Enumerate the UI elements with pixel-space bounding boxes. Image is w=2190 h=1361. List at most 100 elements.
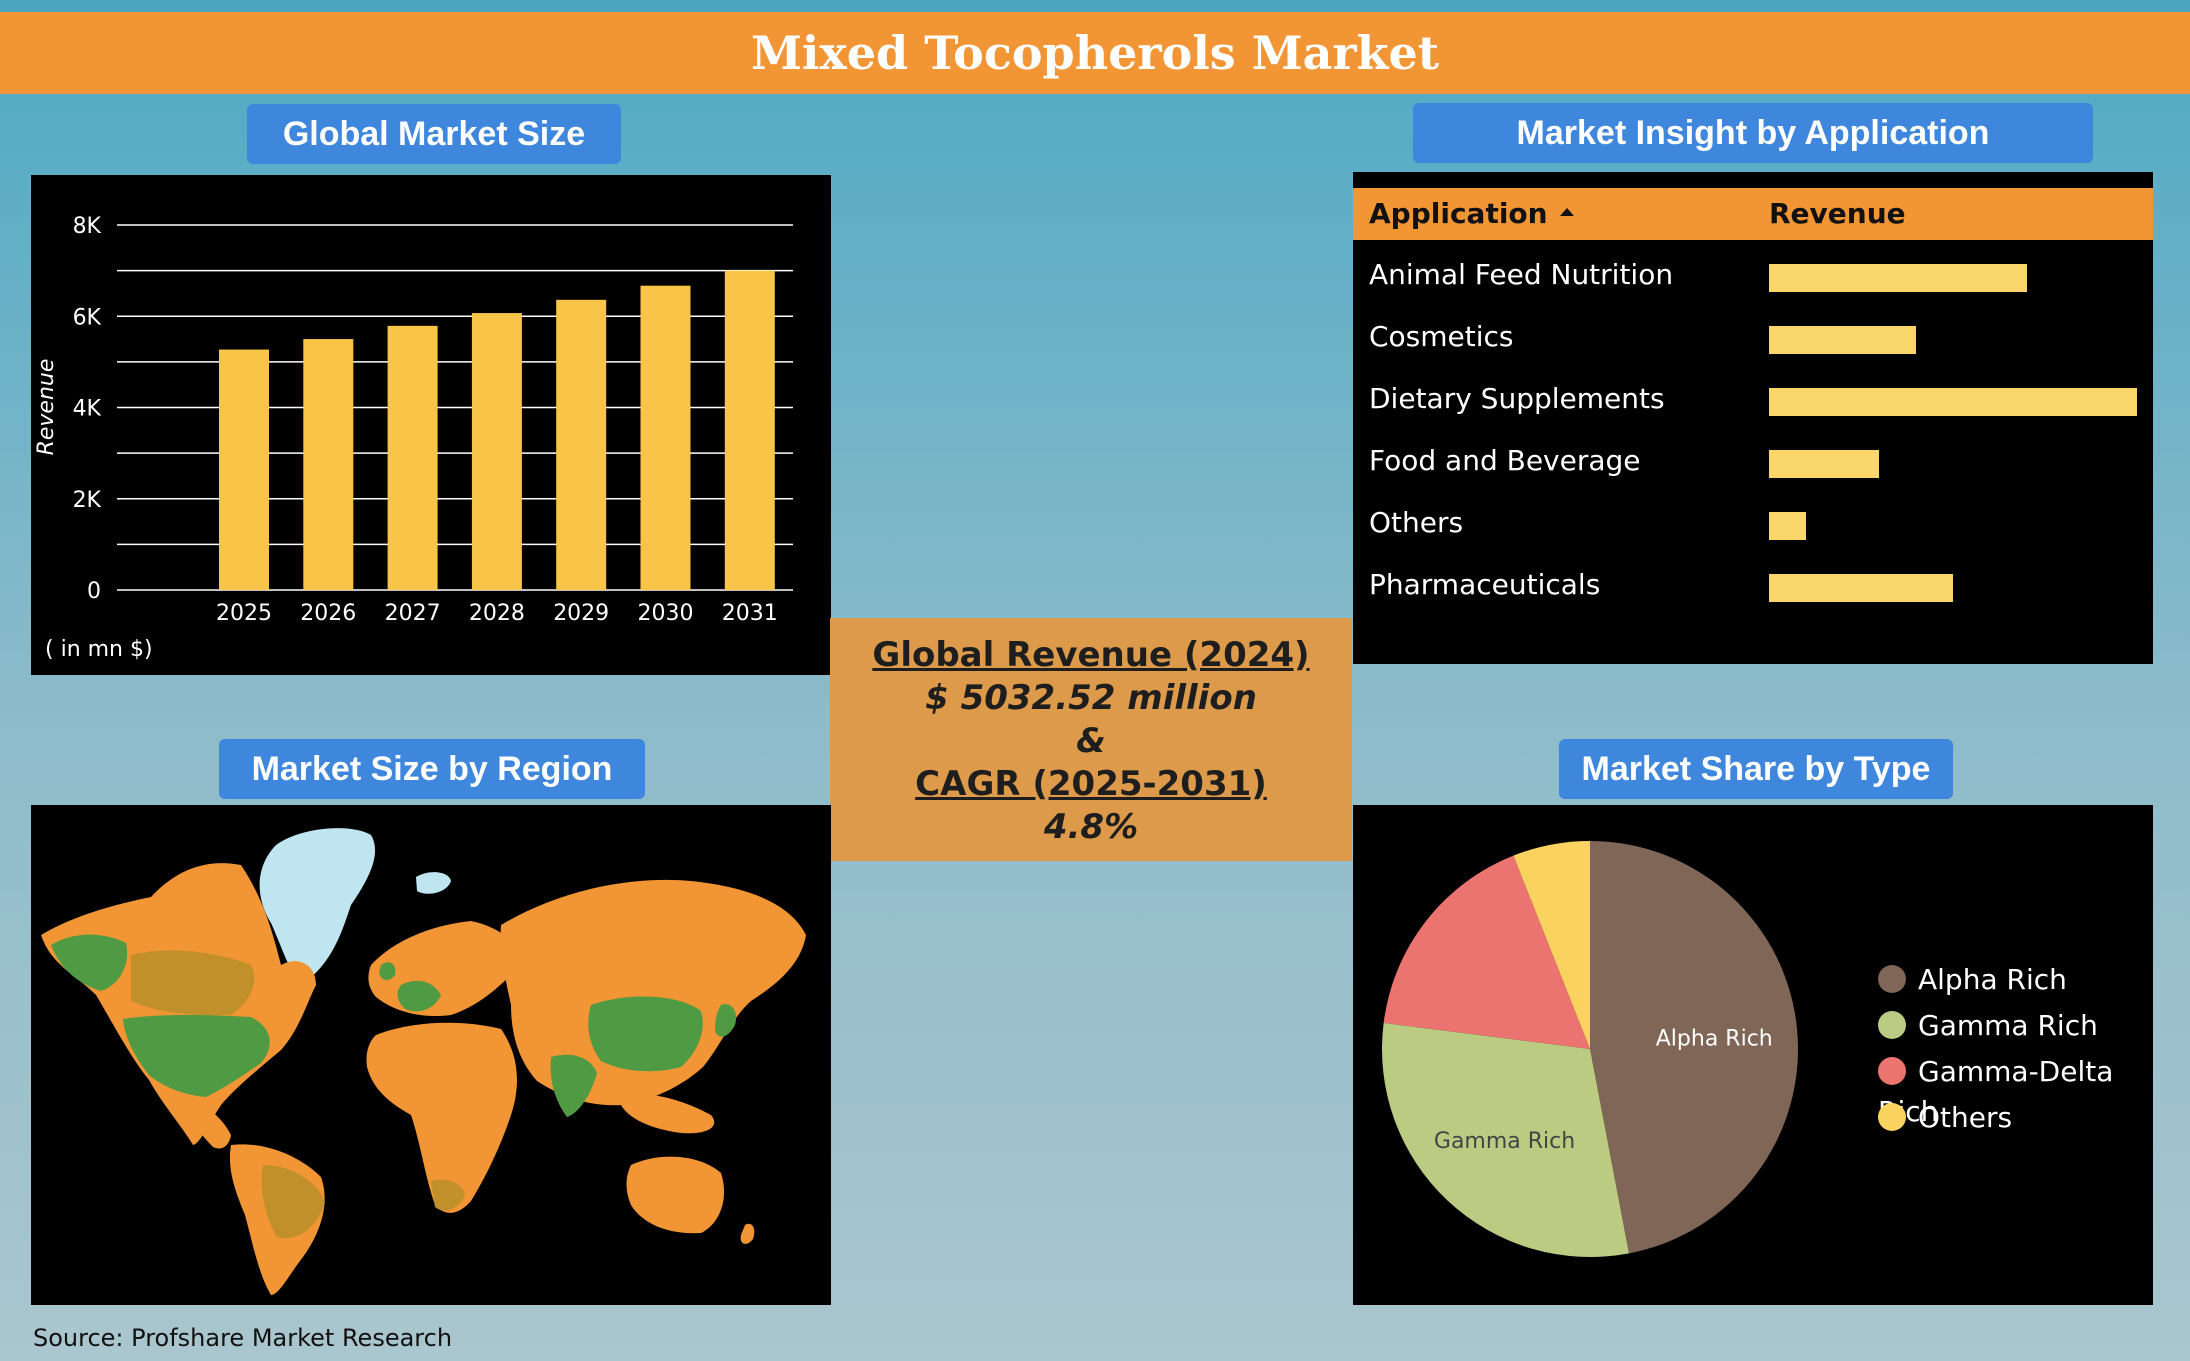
top-accent-line xyxy=(0,0,2190,12)
y-tick-label: 8K xyxy=(73,214,102,239)
bar-2028[interactable] xyxy=(471,313,522,590)
y-tick-label: 0 xyxy=(87,579,101,604)
south-africa-region xyxy=(431,1179,465,1211)
region-panel xyxy=(31,805,831,1305)
source-note: Source: Profshare Market Research xyxy=(33,1324,453,1352)
market-size-panel: 2025 2026 2027 2028 2029 2030 2031 0 2K 4K 6K 8K R… xyxy=(31,175,831,675)
bar-2030[interactable] xyxy=(640,285,691,590)
x-tick-label: 2028 xyxy=(469,601,525,626)
iceland-region xyxy=(416,872,451,894)
africa-region xyxy=(366,1022,517,1213)
china-region xyxy=(588,996,703,1072)
application-row[interactable]: Food and Beverage xyxy=(1353,432,2153,494)
application-heading: Market Insight by Application xyxy=(1413,103,2093,163)
legend-dot-icon xyxy=(1878,1011,1906,1039)
application-label: Animal Feed Nutrition xyxy=(1369,258,1674,291)
brazil-region xyxy=(261,1165,325,1239)
pie-slice-gamma-rich[interactable] xyxy=(1382,1022,1629,1257)
revenue-bar xyxy=(1769,450,1880,478)
legend-label: Gamma Rich xyxy=(1918,1009,2098,1042)
legend-dot-icon xyxy=(1878,965,1906,993)
revenue-column-header[interactable]: Revenue xyxy=(1769,197,1906,230)
application-label: Others xyxy=(1369,506,1464,539)
usa-region xyxy=(123,1015,270,1097)
revenue-label: Global Revenue (2024) xyxy=(872,635,1310,675)
pie-slice-label: Alpha Rich xyxy=(1656,1026,1773,1051)
bar-2029[interactable] xyxy=(556,299,607,590)
pie-slice-others[interactable] xyxy=(1513,841,1590,1049)
y-tick-label: 6K xyxy=(73,305,102,330)
cagr-label: CAGR (2025-2031) xyxy=(915,764,1267,804)
legend-dot-icon xyxy=(1878,1057,1906,1085)
greenland-region xyxy=(259,828,376,985)
application-table-header: Application Revenue xyxy=(1353,188,2153,240)
x-tick-label: 2027 xyxy=(385,601,441,626)
y-tick-label: 4K xyxy=(73,397,102,422)
application-row[interactable]: Pharmaceuticals xyxy=(1353,556,2153,618)
australia-region xyxy=(626,1156,725,1234)
sort-ascending-icon[interactable] xyxy=(1559,208,1574,216)
bar-2027[interactable] xyxy=(387,325,438,590)
ampersand: & xyxy=(1076,721,1106,761)
legend-item[interactable]: Alpha Rich xyxy=(1878,960,2067,1000)
application-column-header[interactable]: Application xyxy=(1369,188,1574,240)
application-row[interactable]: Others xyxy=(1353,494,2153,556)
uk-region xyxy=(379,962,396,981)
legend-item[interactable]: Gamma-Delta Rich xyxy=(1878,1052,2148,1128)
type-pie-chart: Alpha Rich Gamma Rich xyxy=(1382,841,1799,1257)
pie-slice-label: Gamma Rich xyxy=(1434,1129,1575,1154)
southeast-asia-region xyxy=(621,1093,715,1134)
type-panel: Alpha Rich Gamma Rich Alpha Rich Gamma Ric… xyxy=(1353,805,2153,1305)
application-label: Dietary Supplements xyxy=(1369,382,1665,415)
global-revenue-summary: Global Revenue (2024) $ 5032.52 million … xyxy=(830,618,1352,861)
page-title: Mixed Tocopherols Market xyxy=(0,12,2190,94)
revenue-bar xyxy=(1769,388,2137,416)
world-map xyxy=(41,828,806,1295)
application-row[interactable]: Cosmetics xyxy=(1353,308,2153,370)
revenue-bar xyxy=(1769,326,1917,354)
revenue-bar xyxy=(1769,264,2027,292)
legend-label: Alpha Rich xyxy=(1918,963,2067,996)
pie-slice-gamma-delta-rich[interactable] xyxy=(1383,855,1590,1049)
alaska-region xyxy=(51,934,128,991)
legend-item[interactable]: Gamma Rich xyxy=(1878,1006,2098,1046)
x-tick-label: 2030 xyxy=(638,601,694,626)
revenue-value: $ 5032.52 million xyxy=(925,678,1257,718)
application-row[interactable]: Animal Feed Nutrition xyxy=(1353,246,2153,308)
application-label: Pharmaceuticals xyxy=(1369,568,1601,601)
legend-dot-icon xyxy=(1878,1103,1906,1131)
new-zealand-region xyxy=(740,1223,755,1244)
market-size-heading: Global Market Size xyxy=(247,104,621,164)
legend-item[interactable]: Others xyxy=(1878,1098,2012,1138)
application-panel: Application Revenue Animal Feed Nutritio… xyxy=(1353,172,2153,664)
market-size-bar-chart: 2025 2026 2027 2028 2029 2030 2031 0 2K 4K 6K 8K R… xyxy=(34,214,793,662)
x-tick-label: 2029 xyxy=(553,601,609,626)
revenue-bar xyxy=(1769,574,1953,602)
application-label: Food and Beverage xyxy=(1369,444,1641,477)
x-tick-label: 2025 xyxy=(216,601,272,626)
x-tick-label: 2026 xyxy=(300,601,356,626)
bar-2031[interactable] xyxy=(724,270,775,590)
unit-note: ( in mn $) xyxy=(45,637,153,662)
india-region xyxy=(550,1054,597,1117)
type-legend: Alpha Rich Gamma Rich Gamma-Delta Rich Othe… xyxy=(1878,960,2148,1150)
canada-highlight xyxy=(131,950,255,1016)
asia-region xyxy=(500,879,806,1106)
cagr-value: 4.8% xyxy=(1043,807,1139,847)
bar-2025[interactable] xyxy=(219,349,269,590)
bar-2026[interactable] xyxy=(303,339,354,590)
type-heading: Market Share by Type xyxy=(1559,739,1953,799)
legend-label: Gamma-Delta Rich xyxy=(1878,1055,2114,1128)
y-tick-label: 2K xyxy=(73,488,102,513)
region-heading: Market Size by Region xyxy=(219,739,645,799)
x-tick-label: 2031 xyxy=(722,601,778,626)
application-row[interactable]: Dietary Supplements xyxy=(1353,370,2153,432)
central-america-region xyxy=(181,1095,231,1149)
application-label: Cosmetics xyxy=(1369,320,1514,353)
revenue-bar xyxy=(1769,512,1806,540)
japan-region xyxy=(715,1004,737,1037)
legend-label: Others xyxy=(1918,1101,2013,1134)
pie-slice-alpha-rich[interactable] xyxy=(1590,841,1799,1254)
europe-highlight xyxy=(397,980,441,1012)
y-axis-label: Revenue xyxy=(34,359,59,456)
